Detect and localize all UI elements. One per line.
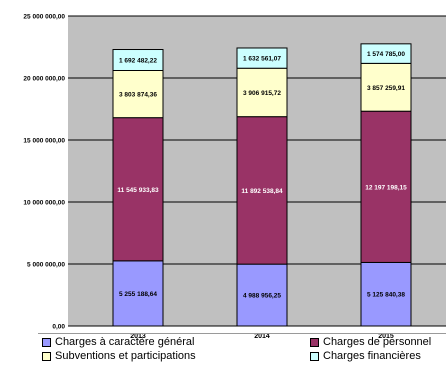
data-label: 1 574 785,00 [367, 51, 405, 58]
legend-swatch [42, 351, 51, 361]
data-label: 1 632 561,07 [243, 56, 281, 63]
legend-item-charges-personnel: Charges de personnel [310, 336, 431, 348]
bars: 5 255 188,64 11 545 933,83 3 803 874,36 1 6… [112, 43, 412, 327]
x-tick-label: 2014 [254, 333, 270, 340]
legend-label: Charges de personnel [323, 336, 432, 348]
bar-segment [236, 47, 288, 69]
legend-label: Charges financières [323, 350, 421, 362]
y-axis-tick-labels: 0,00 5 000 000,00 10 000 000,00 15 000 000,… [23, 14, 65, 331]
y-tick-label: 5 000 000,00 [27, 262, 65, 269]
legend-swatch [42, 337, 51, 347]
x-tick-label: 2013 [130, 333, 146, 340]
x-axis-tick-labels: 2013 2014 2015 [130, 333, 394, 340]
legend-label: Charges à caractère général [55, 336, 195, 348]
bar-segment [236, 67, 288, 118]
data-label: 12 197 198,15 [365, 184, 407, 191]
legend-swatch [310, 337, 319, 347]
data-label: 11 892 538,84 [241, 188, 283, 195]
y-tick-label: 0,00 [52, 324, 65, 331]
bar-segment [236, 263, 288, 327]
y-tick-label: 20 000 000,00 [23, 76, 65, 83]
y-tick-label: 10 000 000,00 [23, 200, 65, 207]
legend-swatch [310, 351, 319, 361]
y-tick-label: 15 000 000,00 [23, 138, 65, 145]
x-tick-label: 2015 [378, 333, 394, 340]
data-label: 3 906 915,72 [243, 90, 281, 97]
data-label: 1 692 482,22 [119, 58, 157, 65]
bar-segment [112, 69, 164, 119]
y-tick-label: 25 000 000,00 [23, 14, 65, 21]
bar-segment [360, 43, 412, 64]
legend-item-subventions: Subventions et participations [42, 350, 196, 362]
legend-label: Subventions et participations [55, 350, 196, 362]
bar-segment [236, 116, 288, 265]
bar-segment [360, 110, 412, 263]
data-label: 4 988 956,25 [243, 293, 281, 300]
data-label: 5 125 840,38 [367, 292, 405, 299]
bar-segment [112, 117, 164, 262]
legend: Charges à caractère général Charges de p… [38, 333, 446, 392]
bar-segment [360, 62, 412, 112]
legend-item-charges-financieres: Charges financières [310, 350, 421, 362]
data-label: 11 545 933,83 [117, 187, 159, 194]
data-label: 3 803 874,36 [119, 92, 157, 99]
bar-segment [360, 261, 412, 327]
data-label: 3 857 259,91 [367, 85, 405, 92]
data-label: 5 255 188,64 [119, 291, 157, 298]
legend-item-charges-generales: Charges à caractère général [42, 336, 194, 348]
bar-segment [112, 49, 164, 71]
